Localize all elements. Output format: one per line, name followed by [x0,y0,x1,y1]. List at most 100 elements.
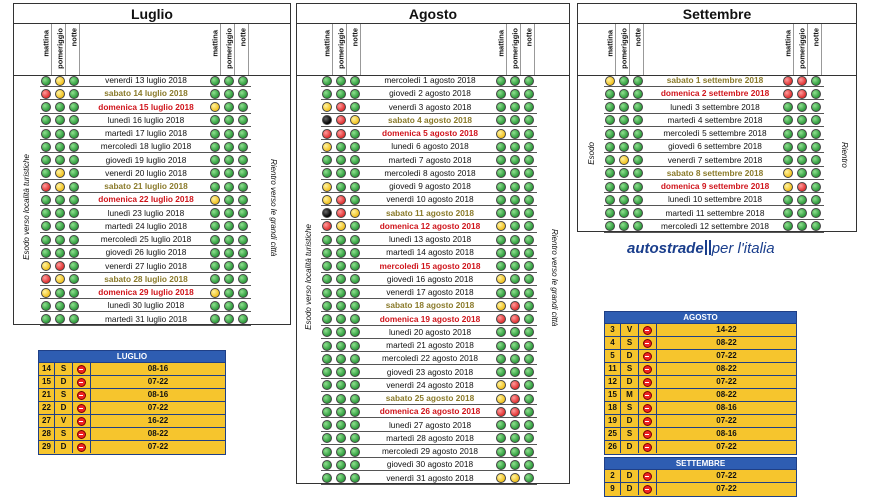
date-label: martedì 11 settembre 2018 [665,207,765,218]
esodo-notte-dot [69,102,79,112]
esodo-mattina-dot [322,141,332,152]
esodo-pomeriggio-dot [336,406,346,417]
rientro-notte-dot [811,221,821,232]
no-entry-icon-cell [639,441,657,453]
no-entry-icon-cell [73,389,91,401]
esodo-notte-dot [350,473,360,483]
rientro-notte-dot [524,353,534,364]
header-pomeriggio-ag-r: pomeriggio [509,24,521,76]
esodo-mattina-dot [41,141,51,152]
rientro-mattina-dot [496,234,506,245]
table-row: venerdì 27 luglio 2018 [40,260,251,273]
esodo-notte-dot [69,75,79,86]
no-entry-icon [76,416,86,426]
day-number: 21 [39,389,55,401]
esodo-mattina-dot [322,367,332,377]
day-number: 27 [39,415,55,427]
rientro-pomeriggio-dot [797,102,807,112]
table-row: venerdì 17 agosto 2018 [321,286,537,299]
rientro-mattina-dot [210,314,220,324]
rientro-mattina-dot [210,155,220,165]
table-row: martedì 4 settembre 2018 [604,114,824,127]
esodo-pomeriggio-dot [336,287,346,298]
rientro-notte-dot [238,300,248,311]
rientro-pomeriggio-dot [224,314,234,324]
rientro-mattina-dot [496,300,506,311]
esodo-pomeriggio-dot [55,181,65,192]
header-notte-r: notte [237,24,249,76]
rientro-pomeriggio-dot [510,353,520,364]
rientro-pomeriggio-dot [224,247,234,258]
rientro-mattina-dot [496,247,506,258]
header-pomeriggio-se-r: pomeriggio [796,24,808,76]
table-row: 25 S 08-16 [605,428,796,441]
esodo-mattina-dot [322,327,332,338]
table-row: mercoledì 15 agosto 2018 [321,260,537,273]
no-entry-icon-cell [639,470,657,482]
rientro-mattina-dot [210,247,220,258]
luglio-closure-table: LUGLIO 14 S 08-16 15 D 07-22 21 S 08-16 22 D 07-22 2… [38,350,226,455]
esodo-notte-dot [633,208,643,218]
table-row: giovedì 30 agosto 2018 [321,458,537,472]
esodo-pomeriggio-dot [336,353,346,364]
no-entry-icon [642,416,652,426]
hours: 07-22 [147,377,169,386]
rientro-notte-dot [238,128,248,139]
rientro-notte-dot [238,234,248,245]
table-row: domenica 26 agosto 2018 [321,405,537,419]
esodo-notte-dot [350,300,360,311]
esodo-notte-dot [350,287,360,298]
rientro-notte-dot [811,181,821,192]
no-entry-icon-cell [639,428,657,440]
rientro-notte-dot [524,367,534,377]
rientro-pomeriggio-dot [224,155,234,165]
rientro-mattina-dot [496,420,506,430]
esodo-mattina-dot [322,274,332,285]
rientro-notte-dot [524,75,534,86]
rientro-mattina-dot [496,393,506,404]
table-row: lunedì 30 luglio 2018 [40,299,251,313]
rientro-notte-dot [524,194,534,205]
rientro-notte-dot [238,208,248,218]
rientro-mattina-dot [210,75,220,86]
esodo-notte-dot [633,102,643,112]
rientro-notte-dot [524,234,534,245]
table-row: 28 S 08-22 [39,428,225,441]
esodo-pomeriggio-dot [336,446,346,457]
day-number: 15 [605,389,621,401]
date-label: sabato 1 settembre 2018 [666,75,764,85]
esodo-pomeriggio-dot [55,115,65,126]
esodo-notte-dot [69,115,79,126]
settembre-table-title: SETTEMBRE [605,458,796,470]
date-label: giovedì 9 agosto 2018 [389,181,471,191]
table-row: sabato 28 luglio 2018 [40,273,251,286]
esodo-mattina-dot [605,208,615,218]
date-label: sabato 21 luglio 2018 [104,181,188,191]
rientro-notte-dot [524,115,534,126]
header-pomeriggio-r: pomeriggio [223,24,235,76]
no-entry-icon-cell [639,363,657,375]
luglio-table-title: LUGLIO [39,351,225,363]
hours: 07-22 [716,351,737,360]
date-label: venerdì 10 agosto 2018 [386,194,474,205]
rientro-pomeriggio-dot [510,102,520,112]
esodo-notte-dot [350,234,360,245]
esodo-pomeriggio-dot [55,287,65,298]
date-label: sabato 11 agosto 2018 [385,207,475,218]
hours: 08-16 [716,429,737,438]
settembre-rientro-label: Rientro [840,142,849,168]
date-label: giovedì 6 settembre 2018 [668,141,762,152]
hours: 08-16 [147,390,169,399]
rientro-notte-dot [238,314,248,324]
esodo-notte-dot [69,208,79,218]
esodo-mattina-dot [322,287,332,298]
table-row: martedì 7 agosto 2018 [321,154,537,167]
table-row: mercoledì 29 agosto 2018 [321,445,537,458]
date-label: sabato 8 settembre 2018 [666,167,764,178]
esodo-pomeriggio-dot [336,194,346,205]
esodo-pomeriggio-dot [336,208,346,218]
rientro-pomeriggio-dot [510,141,520,152]
rientro-notte-dot [238,115,248,126]
table-row: lunedì 6 agosto 2018 [321,140,537,154]
rientro-mattina-dot [783,181,793,192]
